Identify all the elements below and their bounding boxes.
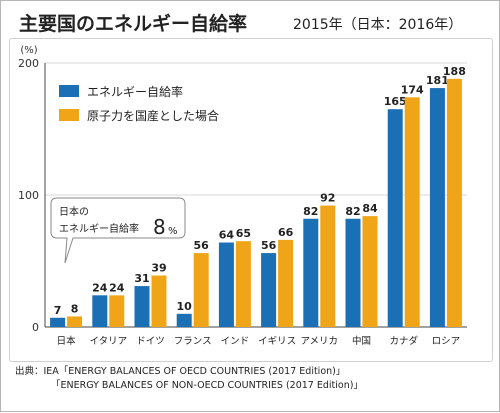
bar-with-nuclear — [320, 205, 336, 327]
bar-with-nuclear — [278, 239, 294, 327]
source-line-2: 「ENERGY BALANCES OF NON-OECD COUNTRIES (… — [51, 380, 363, 391]
bar-value-label: 24 — [92, 281, 108, 294]
bar-value-label: 84 — [362, 202, 378, 215]
bar-value-label: 66 — [278, 226, 294, 239]
bar-value-label: 8 — [71, 302, 79, 315]
bar-value-label: 64 — [219, 229, 235, 242]
callout-line-1: 日本の — [59, 205, 89, 218]
bar-with-nuclear — [67, 316, 83, 327]
y-tick-label: 100 — [18, 189, 39, 202]
callout-value: 8 — [153, 215, 166, 239]
legend-label: エネルギー自給率 — [87, 84, 183, 99]
chart-subtitle: 2015年（日本：2016年） — [293, 17, 463, 33]
x-tick-label: ロシア — [432, 336, 461, 347]
bar-self-sufficiency — [345, 218, 361, 327]
bar-self-sufficiency — [387, 109, 403, 327]
bar-value-label: 39 — [151, 262, 166, 275]
bar-value-label: 10 — [177, 300, 193, 313]
bar-with-nuclear — [193, 253, 209, 327]
bar-value-label: 165 — [384, 95, 407, 108]
bar-value-label: 82 — [303, 205, 318, 218]
bar-self-sufficiency — [218, 242, 234, 327]
bar-self-sufficiency — [134, 286, 150, 327]
legend-swatch — [59, 85, 79, 97]
bar-value-label: 56 — [261, 239, 277, 252]
bar-value-label: 56 — [194, 239, 210, 252]
bar-with-nuclear — [235, 241, 251, 327]
bar-with-nuclear — [362, 216, 378, 327]
callout-unit: % — [168, 226, 178, 237]
bar-value-label: 92 — [320, 192, 335, 205]
y-tick-label: 200 — [18, 57, 39, 70]
bar-self-sufficiency — [92, 295, 108, 327]
bar-self-sufficiency — [303, 218, 319, 327]
callout-line-2: エネルギー自給率 — [59, 222, 139, 235]
source-line-1: 出典：IEA「ENERGY BALANCES OF OECD COUNTRIES… — [15, 366, 346, 377]
bar-value-label: 24 — [109, 281, 125, 294]
x-tick-label: ドイツ — [136, 336, 165, 347]
bar-value-label: 174 — [401, 83, 424, 96]
bar-self-sufficiency — [261, 253, 277, 327]
bar-value-label: 181 — [426, 74, 449, 87]
bar-value-label: 65 — [236, 227, 251, 240]
bar-value-label: 188 — [443, 65, 466, 78]
x-tick-label: アメリカ — [301, 336, 339, 347]
legend-swatch — [59, 109, 79, 121]
x-tick-label: フランス — [174, 336, 212, 347]
bar-with-nuclear — [446, 78, 462, 327]
bar-value-label: 31 — [134, 272, 149, 285]
chart-title: 主要国のエネルギー自給率 — [19, 13, 248, 35]
x-tick-label: イタリア — [89, 336, 127, 347]
bar-value-label: 82 — [345, 205, 360, 218]
legend-label: 原子力を国産とした場合 — [87, 108, 219, 123]
x-tick-label: 中国 — [352, 335, 371, 347]
bar-self-sufficiency — [50, 317, 66, 327]
callout-bubble — [50, 197, 186, 264]
bar-value-label: 7 — [54, 304, 62, 317]
bar-with-nuclear — [109, 295, 125, 327]
bar-with-nuclear — [151, 275, 167, 327]
y-tick-label: 0 — [32, 321, 39, 334]
y-axis-label: (%) — [20, 45, 37, 56]
bar-self-sufficiency — [176, 313, 192, 327]
source-note: 出典：IEA「ENERGY BALANCES OF OECD COUNTRIES… — [15, 365, 363, 393]
x-tick-label: 日本 — [57, 335, 77, 347]
x-tick-label: イギリス — [258, 336, 296, 347]
x-tick-label: カナダ — [389, 335, 418, 347]
bar-with-nuclear — [404, 97, 420, 327]
bar-self-sufficiency — [429, 88, 445, 327]
x-tick-label: インド — [221, 336, 250, 347]
